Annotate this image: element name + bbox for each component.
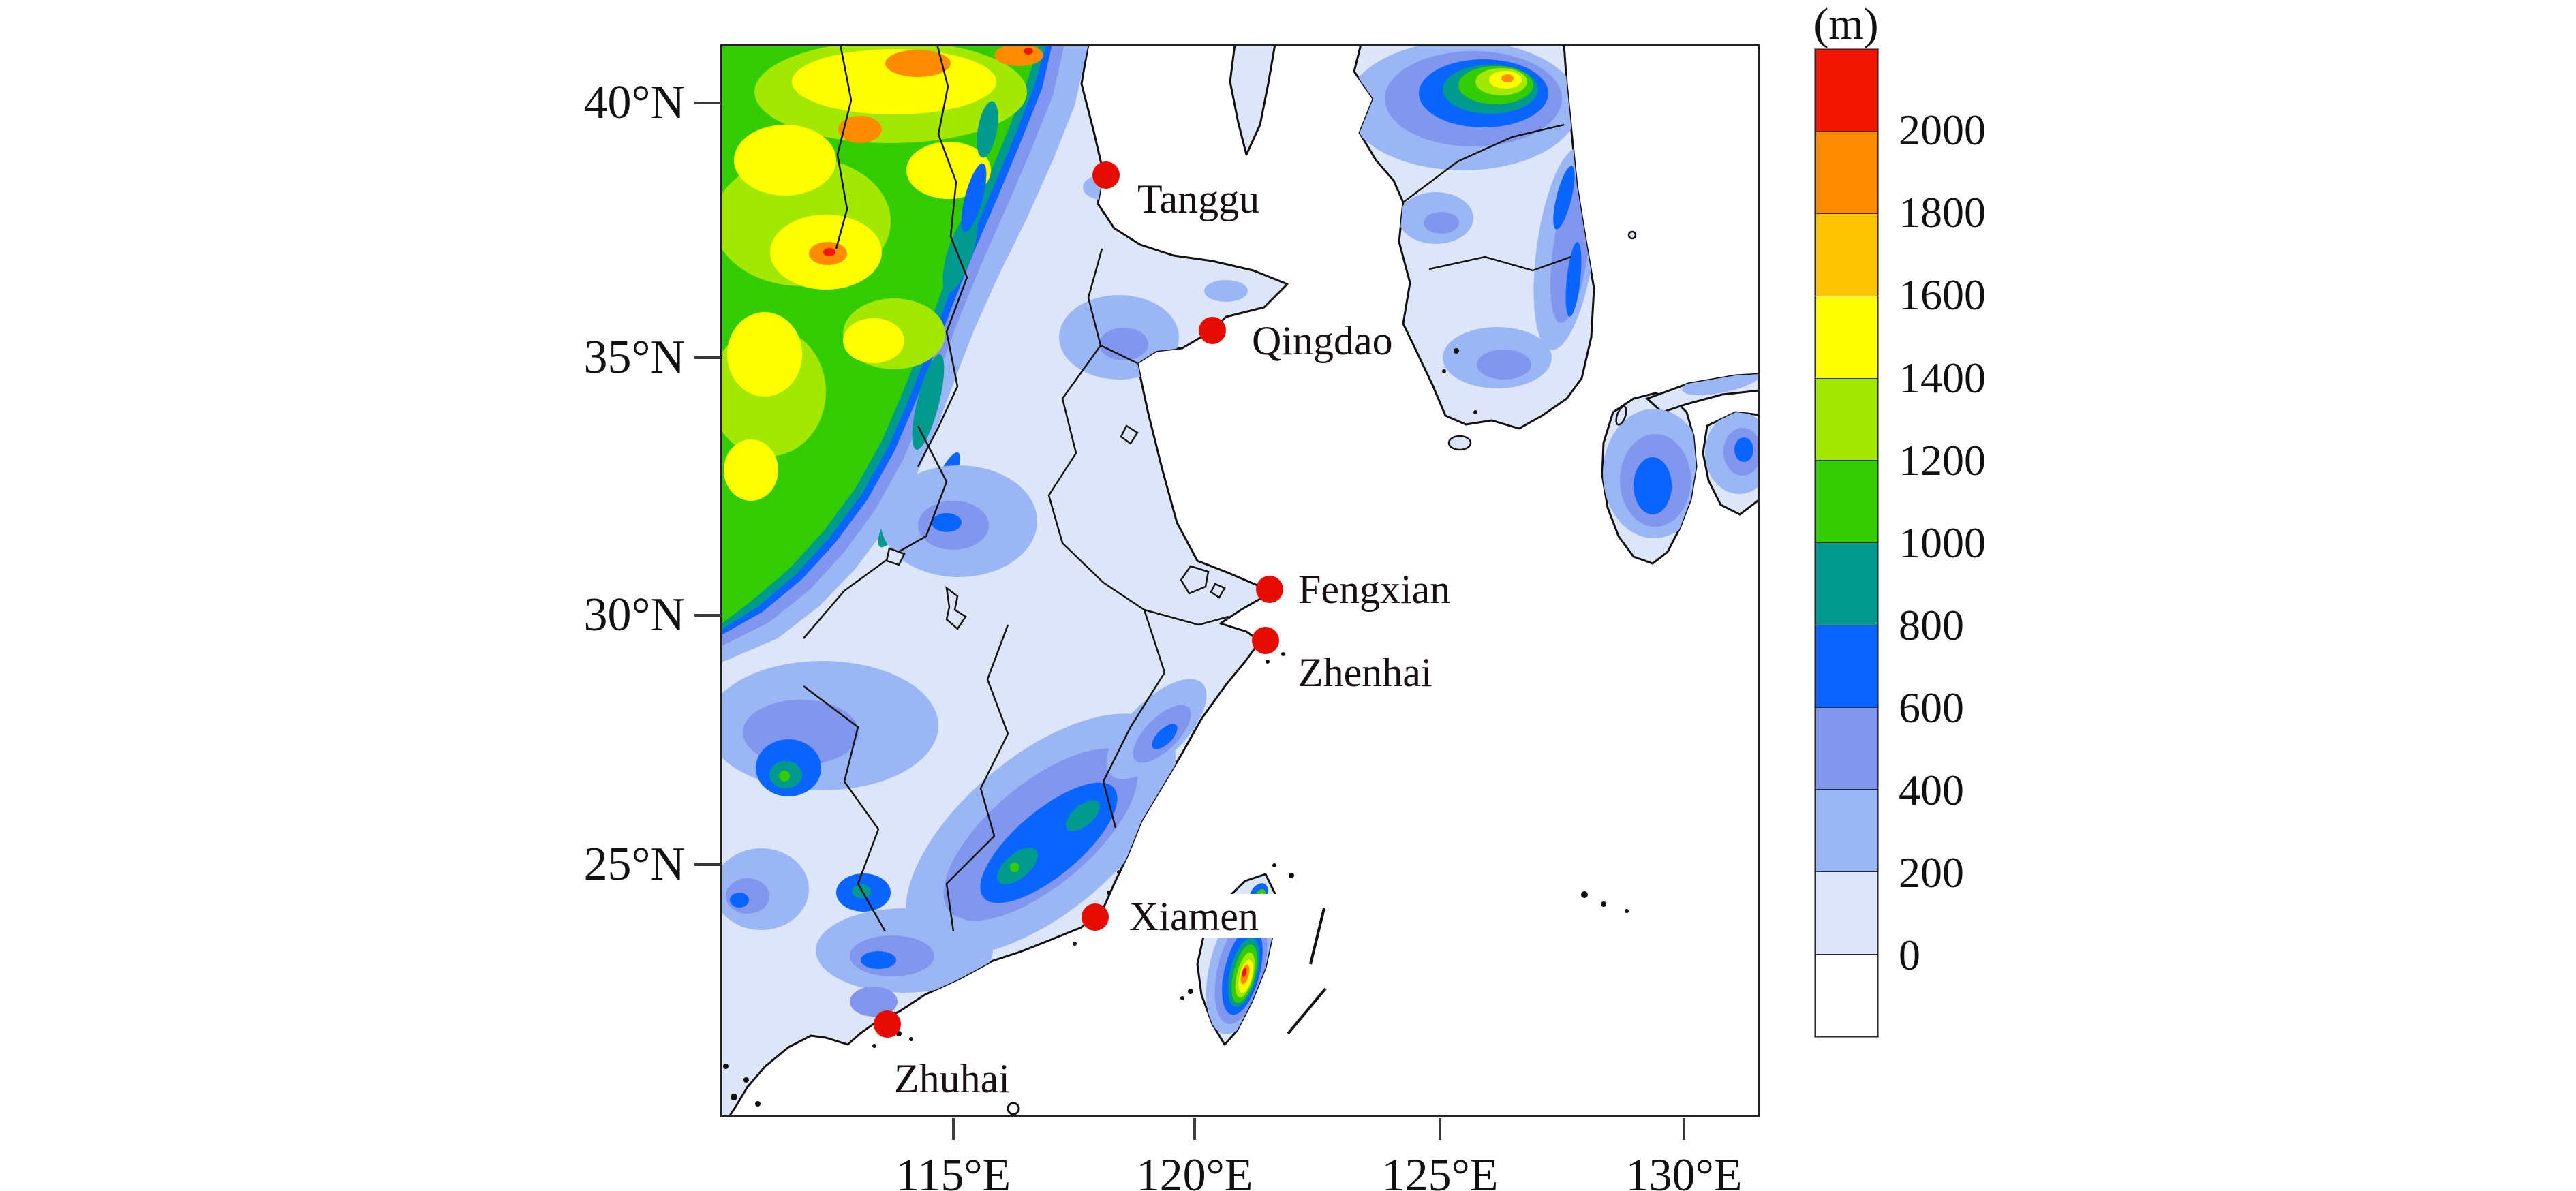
colorbar-cell-400-600 bbox=[1815, 707, 1878, 790]
ulleungdo-island bbox=[1627, 230, 1637, 240]
fengxian-label: Fengxian bbox=[1298, 567, 1450, 612]
colorbar-cell-1400-1600 bbox=[1815, 295, 1878, 379]
lat-tick-40n bbox=[694, 102, 721, 104]
colorbar-title: (m) bbox=[1813, 0, 1879, 49]
lat-tick-30n bbox=[694, 614, 721, 617]
korea-elevation-shading bbox=[1354, 44, 1594, 388]
zhenhai-label: Zhenhai bbox=[1298, 650, 1432, 695]
city-tanggu: Tanggu bbox=[1092, 161, 1261, 223]
city-fengxian: Fengxian bbox=[1256, 566, 1452, 613]
lakes bbox=[885, 424, 1226, 630]
tanggu-dot bbox=[1092, 161, 1120, 189]
japan-islands bbox=[1447, 230, 1760, 565]
province-borders bbox=[803, 44, 1229, 932]
colorbar-label-600: 600 bbox=[1899, 683, 1964, 732]
japan-elevation-shading bbox=[1603, 374, 1760, 538]
fengxian-dot bbox=[1256, 576, 1283, 603]
qingdao-label: Qingdao bbox=[1252, 318, 1393, 363]
korea-borders bbox=[1402, 123, 1571, 272]
colorbar-label-800: 800 bbox=[1899, 601, 1964, 649]
city-qingdao: Qingdao bbox=[1199, 317, 1394, 365]
colorbar-cell-1600-1800 bbox=[1815, 213, 1878, 296]
colorbar-cell-1000-1200 bbox=[1815, 460, 1878, 543]
colorbar-label-400: 400 bbox=[1899, 766, 1964, 814]
colorbar-cell-below-0 bbox=[1815, 953, 1878, 1037]
city-zhenhai: Zhenhai bbox=[1252, 627, 1434, 696]
colorbar-label-1200: 1200 bbox=[1899, 436, 1986, 484]
jeju-island bbox=[1447, 435, 1472, 451]
colorbar-label-1000: 1000 bbox=[1899, 519, 1986, 567]
colorbar-label-1600: 1600 bbox=[1899, 270, 1986, 319]
city-xiamen: Xiamen bbox=[1082, 893, 1283, 940]
lon-tick-125e bbox=[1439, 1118, 1441, 1140]
lon-label-125e: 125°E bbox=[1381, 1149, 1499, 1191]
colorbar-cell-0-200 bbox=[1815, 871, 1878, 955]
lat-tick-25n bbox=[694, 863, 721, 866]
colorbar-cell-1800-2000 bbox=[1815, 131, 1878, 214]
lon-label-115e: 115°E bbox=[895, 1149, 1011, 1191]
lon-label-130e: 130°E bbox=[1625, 1149, 1743, 1191]
lat-label-40n: 40°N bbox=[583, 76, 685, 129]
colorbar-label-2000: 2000 bbox=[1899, 106, 1986, 154]
lat-label-35n: 35°N bbox=[583, 331, 685, 384]
tsushima-island bbox=[1615, 405, 1627, 426]
zhenhai-dot bbox=[1252, 627, 1279, 654]
map-canvas: Tanggu Qingdao Fengxian Zhenhai Xiamen bbox=[720, 44, 1760, 1117]
lon-tick-120e bbox=[1193, 1118, 1196, 1140]
colorbar-cell-1200-1400 bbox=[1815, 377, 1878, 461]
mainland-china bbox=[720, 44, 1289, 1117]
xiamen-label: Xiamen bbox=[1129, 894, 1259, 939]
mainland-elevation-shading bbox=[720, 44, 1248, 1017]
lat-label-25n: 25°N bbox=[583, 838, 685, 891]
zhuhai-dot bbox=[874, 1010, 901, 1038]
lon-tick-115e bbox=[952, 1118, 955, 1140]
trench-line-marks bbox=[1287, 908, 1327, 1035]
zhuhai-label: Zhuhai bbox=[894, 1056, 1010, 1101]
xiamen-label-background bbox=[1119, 894, 1283, 938]
colorbar-cell-over-2000 bbox=[1815, 48, 1878, 132]
city-zhuhai: Zhuhai bbox=[874, 1010, 1011, 1102]
lon-tick-130e bbox=[1683, 1118, 1685, 1140]
colorbar-cell-200-400 bbox=[1815, 789, 1878, 872]
xiamen-dot bbox=[1082, 903, 1109, 931]
colorbar-label-1800: 1800 bbox=[1899, 188, 1986, 236]
colorbar-label-200: 200 bbox=[1899, 848, 1964, 897]
korea-peninsula bbox=[1353, 44, 1595, 430]
liaodong-peninsula bbox=[1229, 44, 1276, 156]
qingdao-dot bbox=[1199, 317, 1226, 344]
lat-label-30n: 30°N bbox=[583, 589, 685, 641]
colorbar-label-0: 0 bbox=[1899, 931, 1920, 979]
small-islands bbox=[723, 348, 1629, 1107]
colorbar-cell-800-1000 bbox=[1815, 542, 1878, 625]
colorbar-cell-600-800 bbox=[1815, 624, 1878, 708]
colorbar bbox=[1814, 48, 1879, 1038]
map-border bbox=[720, 44, 1760, 1117]
lon-label-120e: 120°E bbox=[1136, 1149, 1253, 1191]
colorbar-label-1400: 1400 bbox=[1899, 354, 1986, 402]
city-markers: Tanggu Qingdao Fengxian Zhenhai Xiamen bbox=[874, 161, 1452, 1102]
tanggu-label: Tanggu bbox=[1137, 176, 1259, 221]
islet-ring bbox=[1007, 1102, 1020, 1115]
lat-tick-35n bbox=[694, 356, 721, 359]
